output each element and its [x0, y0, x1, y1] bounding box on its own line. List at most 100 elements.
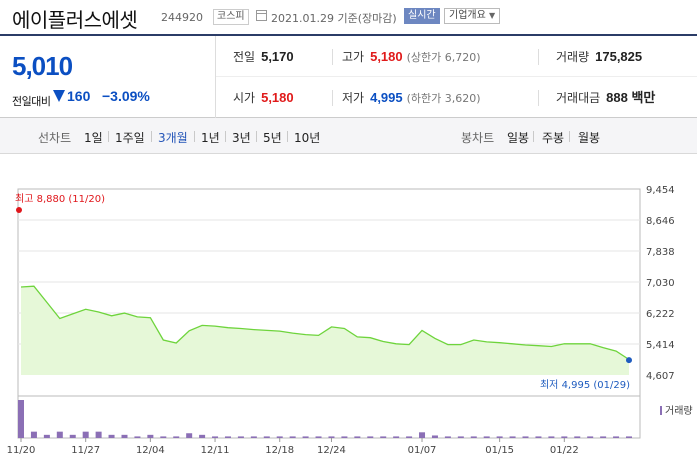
tab-1y[interactable]: 1년	[201, 131, 220, 145]
x-tick-label: 11/20	[7, 445, 36, 456]
volume-bar	[289, 436, 296, 438]
volume-bar	[173, 436, 180, 438]
low-price: 저가 4,995 (하한가 3,620)	[342, 90, 481, 105]
market-badge: 코스피	[213, 9, 249, 25]
volume-bar	[626, 436, 632, 438]
volume-bar	[496, 436, 503, 438]
volume-bar	[121, 434, 128, 438]
volume-bar	[574, 436, 581, 438]
stock-name: 에이플러스에셋	[12, 8, 138, 32]
candle-chart-label: 봉차트	[461, 131, 495, 145]
realtime-button[interactable]: 실시간	[404, 8, 440, 24]
price-area	[21, 286, 629, 375]
tab-1w[interactable]: 1주일	[115, 131, 145, 145]
volume-bar	[56, 431, 63, 438]
volume-bar	[613, 436, 620, 438]
y-tick-label: 9,454	[646, 185, 675, 196]
divider	[108, 131, 109, 142]
x-tick-label: 01/15	[485, 445, 514, 456]
volume-bar	[406, 436, 413, 438]
volume-bar	[108, 434, 115, 438]
volume-bar	[354, 436, 361, 438]
volume-bar	[548, 436, 555, 438]
tab-3y[interactable]: 3년	[232, 131, 251, 145]
volume-bar	[237, 436, 244, 438]
corp-info-label: 기업개요	[449, 10, 486, 21]
price-chart-svg: 9,454 8,646 7,838 7,030 6,222 5,414 4,607 거래량 최고…	[7, 185, 693, 456]
tab-5y[interactable]: 5년	[263, 131, 282, 145]
volume-bar	[341, 436, 348, 438]
volume-bar	[186, 433, 193, 438]
volume-bar	[509, 436, 516, 438]
volume-bar	[367, 436, 374, 438]
divider	[194, 131, 195, 142]
divider	[151, 131, 152, 142]
divider	[256, 131, 257, 142]
x-tick-label: 12/11	[201, 445, 230, 456]
divider	[569, 131, 570, 142]
divider	[332, 49, 333, 65]
stock-header: 에이플러스에셋 244920 코스피 2021.01.29 기준(장마감) 실시…	[0, 0, 697, 34]
y-tick-label: 8,646	[646, 216, 675, 227]
volume-bar	[483, 436, 490, 438]
chevron-down-icon: ▼	[489, 11, 496, 20]
volume-bar	[419, 432, 426, 438]
y-tick-label: 6,222	[646, 309, 675, 320]
y-tick-label: 7,838	[646, 247, 675, 258]
line-chart-label: 선차트	[38, 131, 72, 145]
volume-bar	[600, 436, 607, 438]
volume-bar	[535, 436, 542, 438]
down-arrow-icon	[53, 90, 65, 102]
tab-monthly[interactable]: 월봉	[578, 131, 601, 145]
tab-daily[interactable]: 일봉	[507, 131, 530, 145]
open-price: 시가 5,180	[233, 90, 294, 105]
volume-bar	[82, 431, 89, 438]
volume-legend-swatch	[660, 406, 662, 415]
volume-bar	[250, 436, 257, 438]
tab-1d[interactable]: 1일	[84, 131, 103, 145]
volume-bar	[160, 436, 167, 438]
volume-bar	[30, 431, 37, 438]
volume-bar	[315, 436, 322, 438]
change-value: 160	[67, 88, 91, 104]
corp-info-dropdown[interactable]: 기업개요 ▼	[444, 8, 501, 24]
x-tick-label: 11/27	[71, 445, 100, 456]
prev-close: 전일 5,170	[233, 49, 294, 64]
volume: 거래량 175,825	[556, 49, 643, 64]
high-price: 고가 5,180 (상한가 6,720)	[342, 49, 481, 64]
quote-panel: 5,010 전일대비 160 −3.09% 전일 5,170 고가 5,180 (상한…	[0, 34, 697, 118]
volume-bar	[393, 436, 400, 438]
volume-bar	[302, 436, 309, 438]
tab-weekly[interactable]: 주봉	[542, 131, 565, 145]
y-tick-label: 4,607	[646, 371, 675, 382]
min-label: 최저 4,995 (01/29)	[540, 379, 630, 391]
tab-3m[interactable]: 3개월	[158, 131, 188, 145]
quote-row-1: 전일 5,170 고가 5,180 (상한가 6,720) 거래량 175,825	[216, 36, 697, 77]
change-percent: −3.09%	[102, 88, 150, 104]
volume-bar	[561, 436, 568, 438]
volume-bar	[199, 434, 206, 438]
volume-bar	[522, 436, 529, 438]
trade-amount: 거래대금 888 백만	[556, 90, 656, 105]
x-tick-label: 01/22	[550, 445, 579, 456]
quote-row-2: 시가 5,180 저가 4,995 (하한가 3,620) 거래대금 888 백만	[216, 77, 697, 118]
base-date: 2021.01.29 기준(장마감)	[271, 12, 397, 25]
y-tick-label: 7,030	[646, 278, 675, 289]
price-chart: 9,454 8,646 7,838 7,030 6,222 5,414 4,607 거래량 최고…	[0, 154, 697, 461]
tab-10y[interactable]: 10년	[294, 131, 321, 145]
volume-legend: 거래량	[665, 405, 693, 417]
volume-bar	[431, 435, 438, 438]
x-tick-label: 12/24	[317, 445, 346, 456]
volume-bar	[276, 436, 283, 438]
volume-bar	[18, 400, 24, 438]
max-point	[16, 207, 22, 213]
volume-bar	[212, 436, 219, 438]
divider	[538, 49, 539, 65]
chart-tabs: 선차트 1일 1주일 3개월 1년 3년 5년 10년 봉차트 일봉 주봉 월봉	[0, 118, 697, 154]
volume-bar	[147, 434, 154, 438]
stock-code: 244920	[161, 11, 203, 24]
volume-bar	[263, 436, 270, 438]
volume-bar	[95, 431, 102, 438]
volume-bar	[380, 436, 387, 438]
volume-bar	[328, 436, 335, 438]
